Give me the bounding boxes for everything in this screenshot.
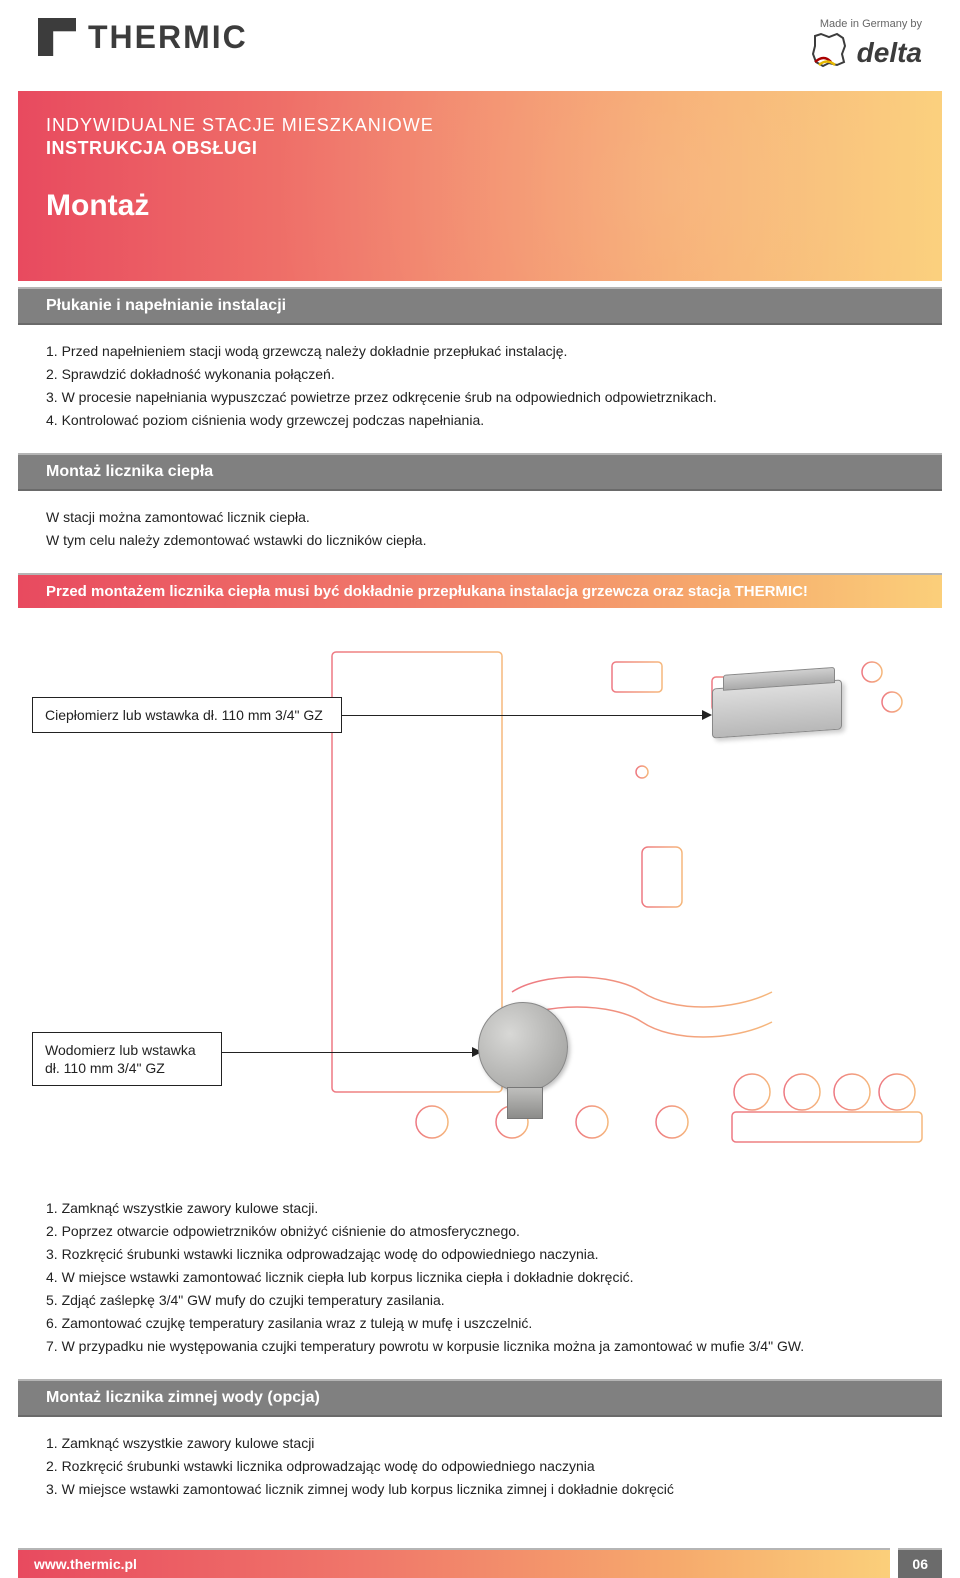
list-item: 4. Kontrolować poziom ciśnienia wody grz… — [46, 410, 914, 431]
header-row: THERMIC Made in Germany by delta — [0, 18, 960, 81]
warning-bar: Przed montażem licznika ciepła musi być … — [18, 573, 942, 608]
section-coldwater-content: 1. Zamknąć wszystkie zawory kulowe stacj… — [18, 1417, 942, 1516]
paragraph: W stacji można zamontować licznik ciepła… — [46, 507, 914, 528]
paragraph: W tym celu należy zdemontować wstawki do… — [46, 530, 914, 551]
callout-text: Wodomierz lub wstawka — [45, 1042, 196, 1058]
list-item: 3. W miejsce wstawki zamontować licznik … — [46, 1479, 914, 1500]
callout-water-meter: Wodomierz lub wstawka dł. 110 mm 3/4" GZ — [32, 1032, 222, 1086]
section-heatmeter-content: W stacji można zamontować licznik ciepła… — [18, 491, 942, 567]
section-heading-flushing: Płukanie i napełnianie instalacji — [18, 287, 942, 325]
hero-banner: INDYWIDUALNE STACJE MIESZKANIOWE INSTRUK… — [18, 91, 942, 281]
water-meter-icon — [478, 1002, 568, 1092]
delta-row: delta — [809, 32, 922, 73]
germany-outline-icon — [809, 32, 849, 73]
list-item: 2. Rozkręcić śrubunki wstawki licznika o… — [46, 1456, 914, 1477]
list-item: 4. W miejsce wstawki zamontować licznik … — [46, 1267, 914, 1288]
section-flushing-content: 1. Przed napełnieniem stacji wodą grzewc… — [18, 325, 942, 447]
delta-wordmark: delta — [857, 37, 922, 69]
section-heading-heatmeter: Montaż licznika ciepła — [18, 453, 942, 491]
list-item: 7. W przypadku nie występowania czujki t… — [46, 1336, 914, 1357]
list-item: 3. Rozkręcić śrubunki wstawki licznika o… — [46, 1244, 914, 1265]
callout-heat-meter: Ciepłomierz lub wstawka dł. 110 mm 3/4" … — [32, 697, 342, 733]
brand-name: THERMIC — [88, 19, 248, 56]
section-heading-coldwater: Montaż licznika zimnej wody (opcja) — [18, 1379, 942, 1417]
arrow-icon — [702, 710, 712, 720]
page-number: 06 — [898, 1548, 942, 1578]
delta-logo-block: Made in Germany by delta — [809, 18, 922, 73]
brand-logo: THERMIC — [38, 18, 248, 56]
callout-text: dł. 110 mm 3/4" GZ — [45, 1060, 165, 1076]
list-item: 2. Poprzez otwarcie odpowietrzników obni… — [46, 1221, 914, 1242]
list-item: 1. Przed napełnieniem stacji wodą grzewc… — [46, 341, 914, 362]
list-item: 2. Sprawdzić dokładność wykonania połącz… — [46, 364, 914, 385]
diagram-area: Ciepłomierz lub wstawka dł. 110 mm 3/4" … — [18, 622, 942, 1182]
page-footer: www.thermic.pl 06 — [18, 1548, 942, 1578]
brand-mark-icon — [38, 18, 76, 56]
made-in-label: Made in Germany by — [809, 18, 922, 30]
heat-meter-icon — [712, 679, 842, 738]
footer-url: www.thermic.pl — [18, 1548, 890, 1578]
list-item: 1. Zamknąć wszystkie zawory kulowe stacj… — [46, 1198, 914, 1219]
list-item: 6. Zamontować czujkę temperatury zasilan… — [46, 1313, 914, 1334]
list-item: 3. W procesie napełniania wypuszczać pow… — [46, 387, 914, 408]
callout-line — [222, 1052, 472, 1053]
list-item: 1. Zamknąć wszystkie zawory kulowe stacj… — [46, 1433, 914, 1454]
section-steps-content: 1. Zamknąć wszystkie zawory kulowe stacj… — [18, 1182, 942, 1373]
list-item: 5. Zdjąć zaślepkę 3/4" GW mufy do czujki… — [46, 1290, 914, 1311]
callout-text: Ciepłomierz lub wstawka dł. 110 mm 3/4" … — [45, 707, 323, 723]
callout-line — [342, 715, 702, 716]
